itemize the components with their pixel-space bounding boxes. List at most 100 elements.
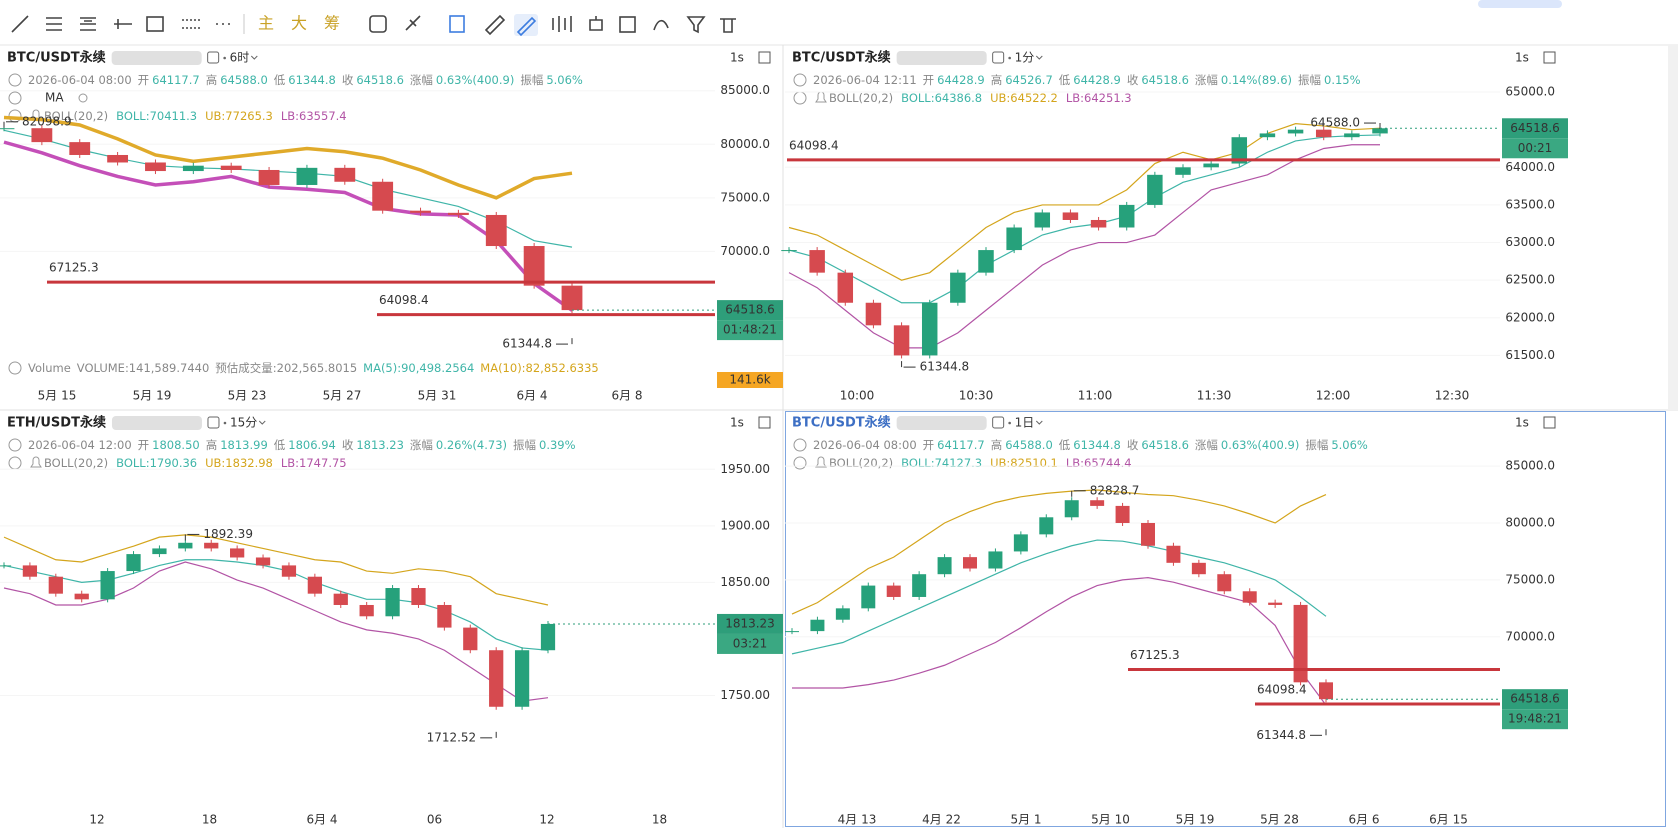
indicator-boll: BOLL:1790.36 [116,456,197,470]
collapse-icon[interactable] [793,438,807,452]
info-label: 涨幅 [1195,73,1218,87]
candle [1217,574,1232,592]
tool-icon[interactable] [449,15,465,33]
info-label: 振幅 [520,73,543,87]
candle [1118,204,1135,228]
info-label: 涨幅 [1195,438,1218,452]
boll-upper [3,115,573,200]
tool-icon[interactable] [11,15,29,33]
candle [1287,129,1304,134]
collapse-icon[interactable] [8,73,22,87]
collapse-icon[interactable] [8,91,22,105]
info-value: 0.39% [539,438,576,452]
candle [69,142,91,155]
indicator-ub: UB:64522.2 [990,91,1058,105]
collapse-icon[interactable] [8,438,22,452]
volume-ma5: MA(5):90,498.2564 [363,361,474,375]
info-value: 1808.50 [152,438,200,452]
collapse-icon[interactable] [793,91,807,105]
info-value: 64518.6 [1141,438,1189,452]
tool-icon[interactable] [114,19,132,29]
edit-icon[interactable] [992,51,1005,64]
interval[interactable]: 6时 [230,51,250,65]
tool-icon[interactable] [182,19,200,29]
scrollbar[interactable] [1668,45,1678,410]
x-tick-label: 5月 19 [133,389,172,403]
info-value: 0.63%(400.9) [436,73,514,87]
boll-info: BOLL(20,2) BOLL:64386.8 UB:64522.2 LB:64251… [829,91,1132,105]
info-value: 64428.9 [1073,73,1121,87]
x-tick-label: 18 [202,813,217,827]
boll-lower [3,561,549,702]
candle [1203,163,1219,168]
tool-icon[interactable] [589,16,603,31]
y-tick-label: 80000.0 [720,137,770,151]
x-tick-label: 6月 4 [306,813,337,827]
x-tick-label: 6月 8 [611,389,642,403]
candle [1039,517,1054,535]
tool-icon[interactable] [516,16,537,37]
expand-icon[interactable] [758,51,771,64]
y-tick-label: 1750.00 [720,688,770,702]
candle [485,214,507,247]
candle [152,548,167,555]
edit-icon[interactable] [207,416,220,429]
x-tick-label: 4月 13 [838,813,877,827]
candle [489,650,504,707]
collapse-icon[interactable] [8,456,22,470]
collapse-icon[interactable] [8,109,22,123]
tool-icon[interactable] [369,15,387,33]
interval[interactable]: 1分 [1015,51,1035,65]
candle [886,585,901,597]
last-price-tag [1502,118,1568,139]
tool-icon[interactable] [405,15,421,31]
ohlc-info: 2026-06-04 12:00 开 1808.50 高 1813.99 低 1806.94… [28,438,576,452]
info-label: 振幅 [513,438,536,452]
info-label: 低 [1059,73,1071,87]
tool-icon[interactable] [46,17,62,31]
top-button[interactable] [1478,0,1562,8]
toolbar-button[interactable]: 筹 [324,14,340,33]
info-label: 涨幅 [410,73,433,87]
info-date: 2026-06-04 12:11 [813,73,917,87]
boll-lower [3,140,574,312]
candle [359,604,374,617]
interval[interactable]: 15分 [230,416,257,430]
boll-middle [791,539,1327,655]
info-value: 0.14%(89.6) [1221,73,1292,87]
info-value: 0.63%(400.9) [1221,438,1299,452]
dot [223,56,226,60]
tool-icon[interactable] [686,16,706,34]
collapse-icon[interactable] [8,361,22,375]
tool-icon[interactable] [484,14,506,36]
y-tick-label: 64000.0 [1505,160,1555,174]
expand-icon[interactable] [1543,416,1556,429]
collapse-icon[interactable] [793,73,807,87]
expand-icon[interactable] [758,416,771,429]
tool-icon[interactable] [146,16,164,32]
tool-icon[interactable] [720,18,736,33]
toolbar-button[interactable]: 大 [291,14,307,33]
collapse-icon[interactable] [793,456,807,470]
info-value: 1813.99 [220,438,268,452]
interval[interactable]: 1日 [1015,416,1035,430]
indicator-name: BOLL(20,2) [44,456,108,470]
tool-icon[interactable] [653,19,669,31]
eye-icon[interactable] [78,93,88,103]
x-tick-label: 11:00 [1078,389,1113,403]
toolbar-button[interactable]: 主 [258,14,274,33]
tool-icon[interactable] [619,16,636,33]
info-label: 收 [342,438,354,452]
candle [1115,505,1130,523]
tool-icon[interactable] [552,16,572,32]
candle [410,210,431,213]
edit-icon[interactable] [992,416,1005,429]
info-label: 高 [991,438,1003,452]
y-tick-label: 61500.0 [1505,348,1555,362]
candle [411,588,426,605]
info-label: 高 [206,73,218,87]
tool-icon[interactable] [80,17,96,31]
expand-icon[interactable] [1543,51,1556,64]
edit-icon[interactable] [207,51,220,64]
